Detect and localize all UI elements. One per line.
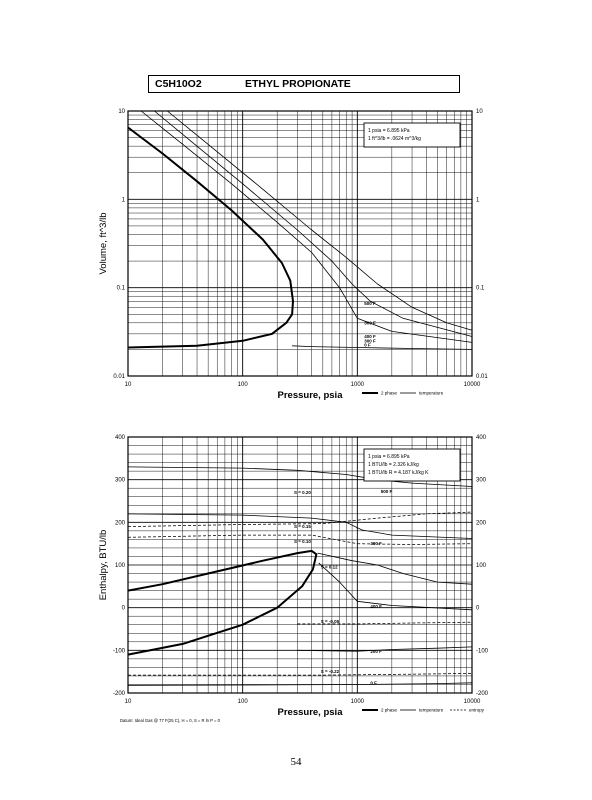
curve-annotation: 400 F bbox=[370, 604, 382, 609]
curve-annotation: S = 0.20 bbox=[294, 490, 311, 495]
y-tick-label: 200 bbox=[115, 520, 126, 526]
curve-annotation: S = 0.12 bbox=[321, 565, 338, 570]
isotherm-line bbox=[154, 110, 473, 337]
unit-conversion-text: 1 BTU/lb = 2.326 kJ/kg bbox=[368, 462, 419, 468]
x-tick-label: 100 bbox=[238, 382, 249, 388]
y-tick-label: 10 bbox=[118, 109, 125, 115]
datum-footnote: Datum: Ideal Gas @ 77 F(25 C), H = 0, S … bbox=[120, 718, 221, 723]
unit-conversion-text: 1 psia = 6.895 kPa bbox=[368, 454, 410, 460]
unit-conversion-text: 1 psia = 6.895 kPa bbox=[368, 128, 410, 134]
x-tick-label: 1000 bbox=[351, 699, 365, 705]
y-tick-label: 1 bbox=[122, 197, 126, 203]
unit-conversion-box bbox=[363, 122, 461, 148]
y-tick-label: 400 bbox=[115, 435, 126, 441]
curve-annotation: 0 F bbox=[370, 680, 377, 685]
x-axis-label: Pressure, psia bbox=[278, 390, 344, 401]
curve-annotation: 400 F bbox=[364, 334, 376, 339]
isotherm-line bbox=[167, 110, 473, 331]
y-tick-label: 100 bbox=[115, 563, 126, 569]
curve-annotation: 0 F bbox=[364, 342, 371, 347]
y-tick-label: 0 bbox=[122, 606, 126, 612]
page-number: 54 bbox=[290, 756, 302, 768]
curve-annotation: S = -0.22 bbox=[321, 669, 340, 674]
isotherm-line bbox=[127, 682, 473, 686]
y-axis-label: Volume, ft^3/lb bbox=[98, 212, 109, 274]
isotherm-line bbox=[317, 552, 473, 585]
entropy-line bbox=[127, 511, 473, 527]
y-tick-label-right: 0.01 bbox=[476, 374, 488, 380]
y-tick-label: -200 bbox=[113, 691, 126, 697]
x-tick-label: 100 bbox=[238, 699, 249, 705]
y-tick-label: 0.01 bbox=[113, 374, 125, 380]
two-phase-curve bbox=[127, 549, 318, 656]
y-tick-label-right: 0 bbox=[476, 606, 480, 612]
y-tick-label-right: -100 bbox=[476, 648, 489, 654]
two-phase-curve bbox=[127, 126, 294, 349]
y-tick-label-right: 200 bbox=[476, 520, 487, 526]
unit-conversion-box bbox=[363, 448, 461, 482]
compound-name: ETHYL PROPIONATE bbox=[245, 78, 351, 90]
y-tick-label: 300 bbox=[115, 478, 126, 484]
x-tick-label: 10 bbox=[125, 699, 132, 705]
enthalpy-pressure-chart: 10 100 1000 10000 -200 -200 -100 -100 0 0 100 100 20… bbox=[98, 435, 489, 723]
x-tick-label: 10000 bbox=[464, 699, 481, 705]
y-tick-label: -100 bbox=[113, 648, 126, 654]
unit-conversion-text: 1 BTU/lb R = 4.187 kJ/kg K bbox=[368, 470, 429, 476]
curve-annotation: 300 F bbox=[364, 338, 376, 343]
y-tick-label-right: 10 bbox=[476, 109, 483, 115]
y-tick-label-right: -200 bbox=[476, 691, 489, 697]
legend-label: temperature bbox=[419, 391, 444, 396]
unit-conversion-text: 1 ft^3/lb = .0624 m^3/kg bbox=[368, 136, 421, 142]
curve-annotation: 500 F bbox=[364, 301, 376, 306]
x-tick-label: 10000 bbox=[464, 382, 481, 388]
y-tick-label-right: 100 bbox=[476, 563, 487, 569]
y-tick-label-right: 300 bbox=[476, 478, 487, 484]
curve-annotation: 300 F bbox=[370, 541, 382, 546]
isotherm-line bbox=[127, 513, 473, 539]
isotherm-line bbox=[297, 646, 473, 652]
x-axis-label: Pressure, psia bbox=[278, 707, 344, 718]
legend-label: entropy bbox=[469, 708, 485, 713]
isotherm-line bbox=[127, 466, 473, 487]
isotherm-line bbox=[140, 110, 473, 343]
entropy-line bbox=[127, 534, 473, 545]
y-tick-label: 0.1 bbox=[117, 286, 126, 292]
legend-label: temperature bbox=[419, 708, 444, 713]
isotherm-line bbox=[318, 562, 473, 611]
isotherm-line bbox=[292, 345, 473, 350]
y-tick-label-right: 0.1 bbox=[476, 286, 485, 292]
legend-label: 2 phase bbox=[381, 391, 398, 396]
curve-annotation: S = 0.10 bbox=[294, 539, 311, 544]
x-tick-label: 10 bbox=[125, 382, 132, 388]
curve-annotation: S = 0.15 bbox=[294, 524, 311, 529]
curve-annotation: S = -0.05 bbox=[321, 619, 340, 624]
y-tick-label-right: 1 bbox=[476, 197, 480, 203]
volume-pressure-chart: 10 100 1000 10000 0.01 0.01 0.1 0.1 1 1 10 10 Pressu… bbox=[98, 109, 488, 401]
chemical-formula: C5H10O2 bbox=[155, 78, 202, 90]
x-tick-label: 1000 bbox=[351, 382, 365, 388]
curve-annotation: 500 F bbox=[381, 489, 393, 494]
chart-title-box: C5H10O2 ETHYL PROPIONATE bbox=[148, 75, 460, 93]
entropy-line bbox=[297, 621, 473, 625]
plot-frame bbox=[127, 436, 473, 694]
curve-annotation: 300 F bbox=[364, 320, 376, 325]
entropy-line bbox=[128, 673, 473, 676]
y-tick-label-right: 400 bbox=[476, 435, 487, 441]
curve-annotation: 200 F bbox=[370, 649, 382, 654]
legend-label: 2 phase bbox=[381, 708, 398, 713]
plot-frame bbox=[127, 110, 473, 377]
y-axis-label: Enthalpy, BTU/lb bbox=[98, 530, 109, 601]
